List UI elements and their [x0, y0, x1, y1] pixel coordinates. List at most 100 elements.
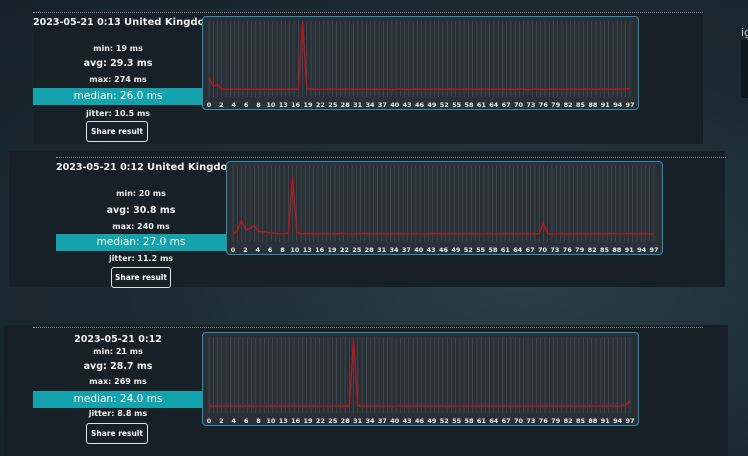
ping-point [246, 405, 248, 407]
result-2-date-location: 2023-05-21 0:12 United Kingdom - Manches… [56, 161, 319, 175]
ping-point [608, 88, 610, 90]
ping-point [493, 405, 495, 407]
ping-point [487, 232, 489, 235]
x-tick-label: 70 [514, 417, 524, 425]
ping-point [314, 405, 316, 407]
x-tick-label: 58 [465, 417, 475, 425]
ping-series-line [208, 22, 631, 91]
x-tick-label: 34 [365, 417, 375, 425]
ping-point [416, 88, 418, 90]
result-1-median-badge: median: 26.0 ms [33, 88, 203, 105]
ping-point [389, 233, 391, 235]
result-1-share-button[interactable]: Share result [86, 121, 148, 142]
ping-point [569, 88, 572, 90]
x-tick-label: 82 [564, 417, 573, 425]
x-tick-label: 16 [315, 246, 325, 254]
ping-point [606, 233, 608, 235]
x-tick-label: 61 [477, 101, 487, 109]
x-tick-label: 91 [625, 246, 635, 254]
x-tick-label: 49 [427, 101, 437, 109]
result-separator-1 [33, 12, 703, 13]
x-tick-label: 79 [551, 417, 561, 425]
ping-point [644, 232, 647, 235]
x-tick-label: 6 [244, 417, 249, 425]
ping-point [296, 231, 298, 234]
ping-point [508, 233, 511, 235]
ping-point [480, 88, 482, 90]
ping-point [348, 405, 350, 407]
ping-point [501, 88, 504, 90]
ping-point [325, 232, 328, 235]
ping-point [323, 405, 325, 407]
ping-point [612, 405, 614, 407]
ping-point [412, 88, 414, 90]
ping-point [603, 405, 606, 407]
ping-point [229, 405, 231, 407]
ping-point [438, 405, 440, 407]
ping-point [446, 405, 448, 407]
ping-point [450, 88, 452, 90]
ping-point [527, 405, 529, 407]
result-3-share-button[interactable]: Share result [86, 423, 148, 444]
ping-point [385, 233, 387, 235]
x-tick-label: 25 [328, 417, 338, 425]
ping-point [585, 233, 587, 235]
ping-point [457, 233, 459, 235]
ping-point [472, 405, 474, 407]
ping-point [561, 88, 563, 90]
x-tick-label: 22 [340, 246, 349, 254]
ping-point [591, 88, 593, 90]
result-2-median-badge: median: 27.0 ms [56, 234, 226, 251]
x-tick-label: 67 [502, 417, 511, 425]
ping-point [357, 405, 359, 407]
x-tick-label: 70 [514, 101, 524, 109]
x-tick-label: 88 [612, 246, 622, 254]
x-tick-label: 46 [415, 417, 425, 425]
ping-point [284, 405, 287, 407]
ping-point [620, 405, 623, 407]
result-3-jitter: jitter: 8.8 ms [88, 409, 148, 418]
x-tick-label: 61 [477, 417, 487, 425]
ping-point [527, 88, 529, 90]
ping-point [552, 88, 555, 90]
ping-point [432, 232, 434, 235]
ping-point [557, 88, 559, 90]
ping-point [267, 88, 270, 90]
ping-point [293, 405, 295, 407]
x-tick-label: 55 [452, 101, 462, 109]
ping-point [440, 233, 442, 235]
x-tick-label: 49 [427, 417, 437, 425]
ping-point [491, 233, 494, 235]
ping-point [476, 405, 478, 407]
x-tick-label: 8 [256, 101, 261, 109]
ping-point [399, 405, 401, 407]
ping-point [506, 88, 508, 90]
x-tick-label: 64 [513, 246, 523, 254]
result-3-median-badge: median: 24.0 ms [33, 391, 203, 408]
ping-point [331, 405, 333, 407]
ping-point [250, 405, 253, 407]
ping-point [378, 88, 380, 90]
result-2-share-button[interactable]: Share result [111, 267, 171, 288]
ping-point [255, 88, 257, 90]
ping-point [344, 88, 346, 90]
ping-point [395, 88, 397, 90]
result-1-stats: min: 19 ms avg: 29.3 ms max: 274 ms jitt… [33, 44, 203, 134]
ping-point [249, 227, 251, 230]
ping-point [483, 233, 485, 235]
ping-point [559, 232, 562, 235]
ping-point [351, 233, 353, 235]
ping-point [301, 405, 304, 407]
x-tick-label: 52 [440, 101, 449, 109]
x-tick-label: 76 [539, 417, 549, 425]
ping-point [493, 88, 495, 90]
ping-point [398, 232, 400, 235]
x-tick-label: 2 [243, 246, 248, 254]
x-tick-label: 73 [550, 246, 559, 254]
ping-point [569, 405, 572, 407]
ping-point [242, 88, 244, 90]
ping-point [357, 88, 359, 90]
ping-point [518, 405, 521, 407]
x-tick-label: 58 [489, 246, 499, 254]
ping-point [352, 88, 355, 90]
